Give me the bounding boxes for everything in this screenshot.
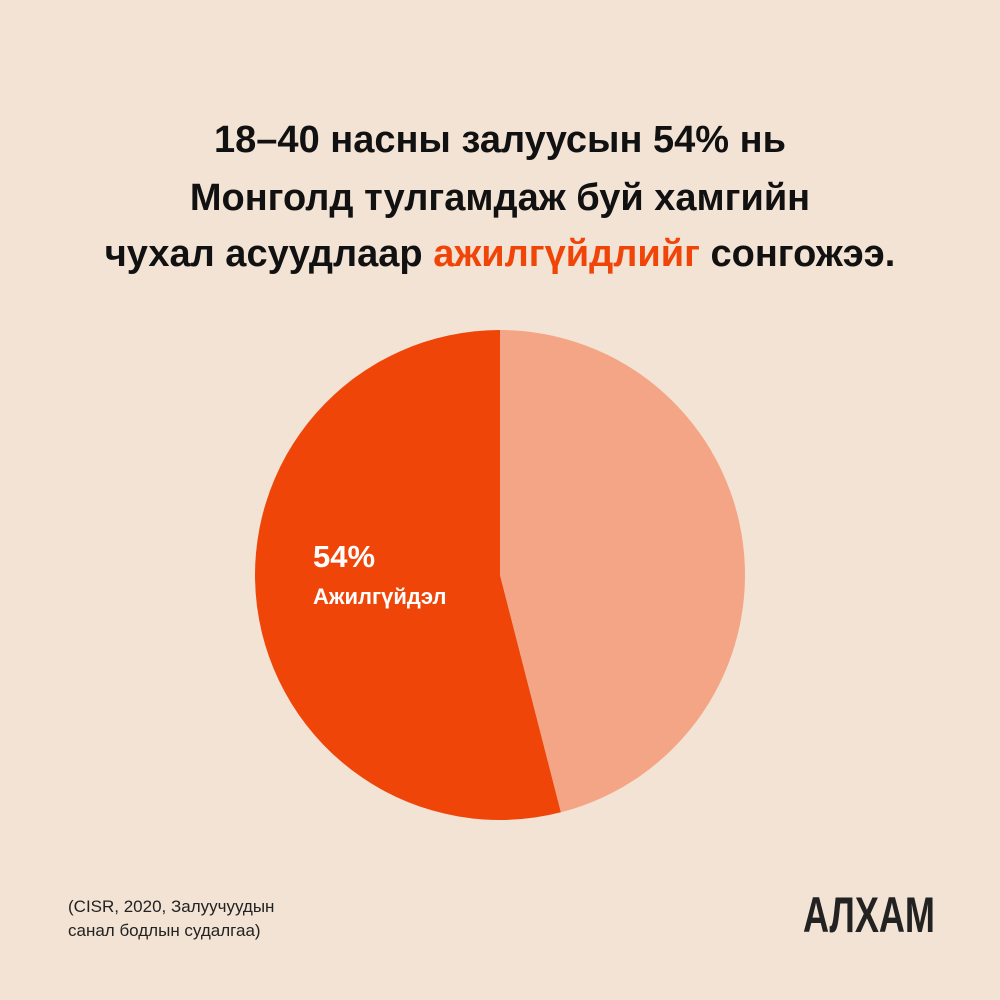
title-highlight: ажилгүйдлийг xyxy=(433,233,700,275)
pie-slice xyxy=(254,330,561,820)
title-text: 18–40 насны залуусын 54% нь xyxy=(214,119,786,161)
title-text: чухал асуудлаар xyxy=(105,233,423,275)
value-label: 54% xyxy=(313,539,375,574)
source: (CISR, 2020, Залуучуудын xyxy=(68,897,274,916)
title-text: Монголд тулгамдаж буй хамгийн xyxy=(190,177,810,219)
pie xyxy=(254,330,745,820)
title-text: сонгожээ. xyxy=(710,233,895,275)
pie-slice xyxy=(500,330,745,813)
title-line: 18–40 насны залуусын 54% нь xyxy=(214,119,786,161)
brand-logo: АЛХАМ xyxy=(803,887,935,943)
category-label: Ажилгүйдэл xyxy=(313,584,446,609)
title-line: чухал асуудлаар ажилгүйдлийг сонгожээ. xyxy=(105,233,896,275)
title-line: Монголд тулгамдаж буй хамгийн xyxy=(190,177,810,219)
source: санал бодлын судалгаа) xyxy=(68,921,261,940)
